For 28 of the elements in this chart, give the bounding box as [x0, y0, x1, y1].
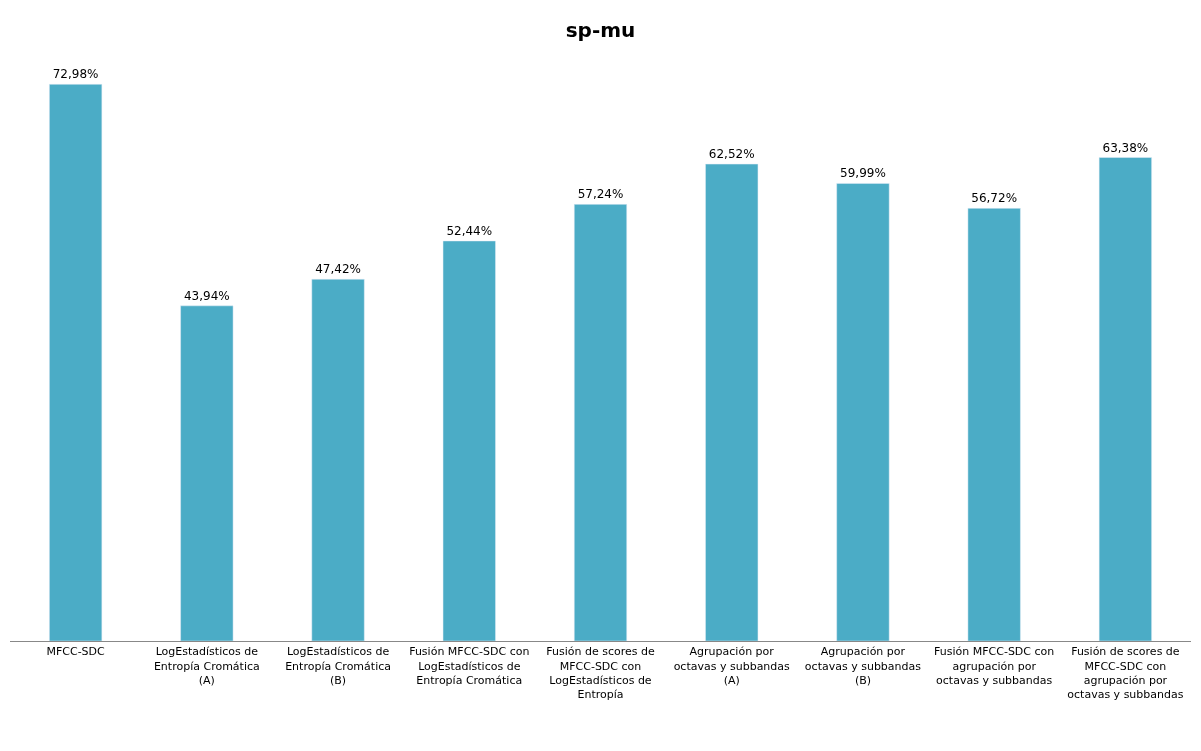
- data-label: 47,42%: [315, 262, 361, 277]
- bar: [967, 208, 1021, 641]
- x-tick-label: MFCC-SDC: [46, 645, 106, 659]
- data-label: 56,72%: [971, 191, 1018, 206]
- chart-title: sp-mu: [565, 17, 636, 42]
- x-tick-label: Agrupación por octavas y subbandas (B): [804, 645, 922, 687]
- bar: [574, 204, 627, 641]
- x-tick-label: Fusión de scores de MFCC-SDC con LogEstadísticos de Entropía: [546, 645, 655, 702]
- bar: [442, 240, 496, 641]
- x-tick-label: Agrupación por octavas y subbandas (A): [673, 645, 791, 687]
- x-tick-label: Fusión MFCC-SDC con agrupación por octavas y subbandas: [934, 645, 1055, 687]
- data-label: 52,44%: [446, 223, 493, 238]
- data-label: 59,99%: [840, 166, 886, 181]
- data-label: 63,38%: [1102, 140, 1149, 155]
- x-tick-label: LogEstadísticos de Entropía Cromática (B): [285, 645, 391, 687]
- data-label: 62,52%: [708, 147, 755, 162]
- x-tick-label: LogEstadísticos de Entropía Cromática (A): [153, 645, 260, 687]
- bar: [836, 183, 890, 641]
- bar: [180, 305, 234, 641]
- data-label: 57,24%: [577, 187, 624, 202]
- bar: [705, 163, 759, 641]
- x-tick-label: Fusión MFCC-SDC con LogEstadísticos de Entropía Cromática: [409, 645, 530, 687]
- bar: [49, 84, 103, 641]
- x-tick-label: Fusión de scores de MFCC-SDC con agrupación por octavas y subbandas: [1067, 645, 1184, 702]
- bar: [311, 279, 365, 641]
- data-label: 43,94%: [183, 288, 230, 303]
- data-label: 72,98%: [52, 67, 99, 82]
- bar: [1098, 157, 1152, 641]
